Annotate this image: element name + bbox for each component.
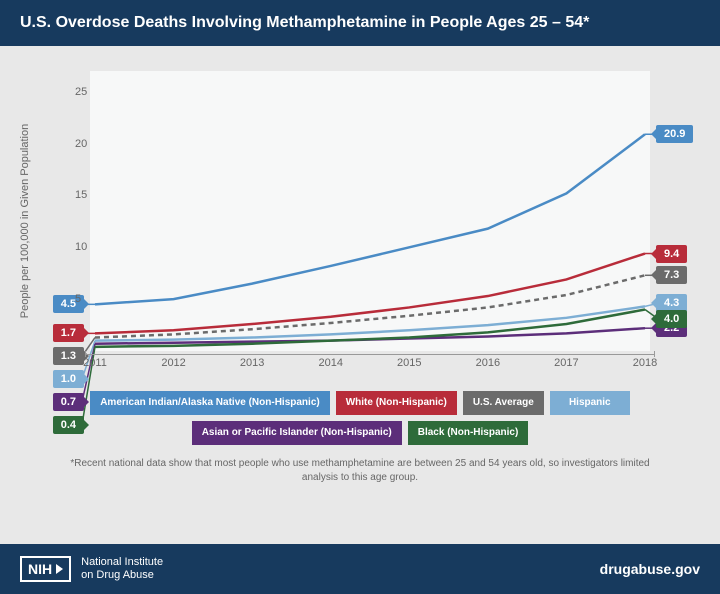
x-tick: 2014 — [318, 357, 342, 369]
footer-url: drugabuse.gov — [600, 561, 700, 577]
y-tick: 25 — [75, 86, 87, 98]
x-tick: 2015 — [397, 357, 421, 369]
footer-org: National Institute on Drug Abuse — [81, 556, 163, 582]
legend-item: U.S. Average — [463, 391, 544, 415]
footer-left: NIH National Institute on Drug Abuse — [20, 556, 163, 582]
y-tick: 5 — [75, 293, 81, 305]
legend-item: Asian or Pacific Islander (Non-Hispanic) — [192, 421, 402, 445]
infographic-container: U.S. Overdose Deaths Involving Methamphe… — [0, 0, 720, 594]
series-line — [95, 275, 645, 337]
legend-item: Black (Non-Hispanic) — [408, 421, 529, 445]
x-tick: 2012 — [161, 357, 185, 369]
x-tick: 2016 — [476, 357, 500, 369]
series-end-label: 7.3 — [656, 266, 687, 284]
y-tick: 10 — [75, 241, 87, 253]
series-end-label: 20.9 — [656, 125, 693, 143]
x-tick: 2011 — [83, 357, 107, 369]
footer-org-line2: on Drug Abuse — [81, 569, 163, 582]
chart-plot-area: 4.520.91.79.41.37.31.04.30.72.20.44.0 — [90, 71, 650, 351]
x-tick: 2018 — [633, 357, 657, 369]
series-start-label: 1.0 — [53, 370, 84, 388]
nih-logo: NIH — [20, 556, 71, 582]
series-start-label: 1.3 — [53, 347, 84, 365]
y-axis-label: People per 100,000 in Given Population — [19, 124, 31, 318]
footnote-text: *Recent national data show that most peo… — [60, 457, 660, 485]
series-line — [95, 254, 645, 334]
y-tick: 20 — [75, 138, 87, 150]
chart-lines-svg — [90, 71, 650, 351]
series-start-label: 1.7 — [53, 324, 84, 342]
y-tick: 15 — [75, 189, 87, 201]
series-start-label: 0.4 — [53, 416, 84, 434]
x-tick: 2017 — [554, 357, 578, 369]
legend-item: Hispanic — [550, 391, 630, 415]
series-end-label: 9.4 — [656, 245, 687, 263]
series-line — [95, 310, 645, 347]
series-line — [95, 134, 645, 304]
x-axis-line — [85, 354, 655, 355]
legend-item: White (Non-Hispanic) — [336, 391, 457, 415]
footer-bar: NIH National Institute on Drug Abuse dru… — [0, 544, 720, 594]
footer-org-line1: National Institute — [81, 556, 163, 569]
series-end-label: 4.0 — [656, 310, 687, 328]
x-tick: 2013 — [240, 357, 264, 369]
legend: American Indian/Alaska Native (Non-Hispa… — [20, 391, 700, 445]
series-start-label: 0.7 — [53, 393, 84, 411]
chart-wrapper: People per 100,000 in Given Population 4… — [20, 61, 700, 381]
chart-title: U.S. Overdose Deaths Involving Methamphe… — [0, 0, 720, 46]
legend-item: American Indian/Alaska Native (Non-Hispa… — [90, 391, 330, 415]
